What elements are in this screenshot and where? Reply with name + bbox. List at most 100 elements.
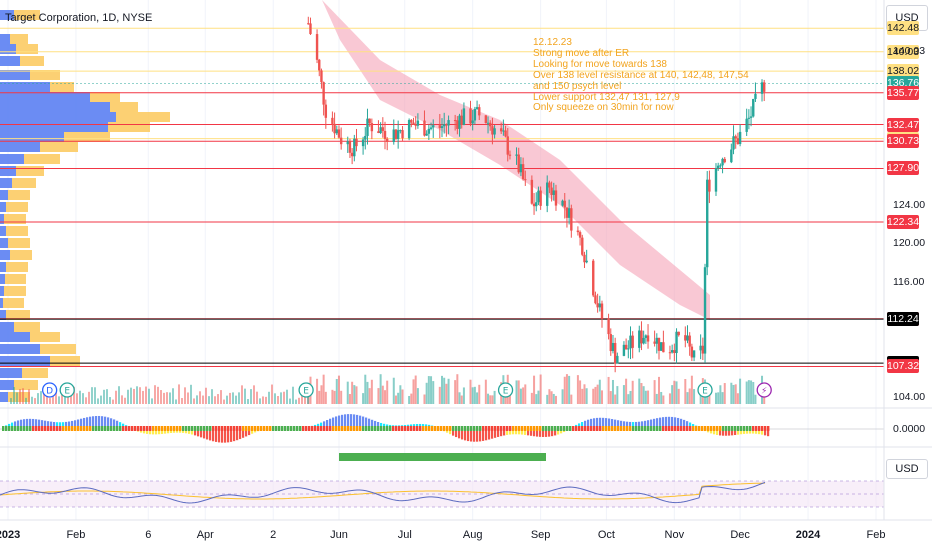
volume-bar [229,392,231,404]
squeeze-dot [716,426,719,431]
volume-bar [561,389,564,404]
momentum-bar [554,429,557,436]
volume-profile-row [16,44,38,54]
volume-bar [752,381,755,404]
candle-body [412,122,415,125]
squeeze-dot [347,426,350,431]
candle-body [416,120,420,126]
momentum-bar [53,421,56,428]
volume-bar [550,391,553,404]
squeeze-dot [140,426,143,431]
volume-bar [425,382,428,404]
candle-body [692,350,696,358]
squeeze-dot [260,426,263,431]
volume-bar [91,387,93,404]
volume-bar [533,375,536,404]
momentum-bar [635,421,638,428]
squeeze-dot [656,426,659,431]
candle-body [486,122,490,124]
candle-body [699,345,702,351]
squeeze-dot [11,426,14,431]
volume-bar [616,386,619,404]
volume-bar [456,374,459,404]
rsi-pane [0,480,884,508]
momentum-bar [59,422,62,428]
candle-body [339,137,343,145]
volume-bar [175,399,177,404]
squeeze-dot [389,426,392,431]
volume-bar [139,387,141,404]
candle-body [473,108,477,121]
momentum-bar [347,414,350,428]
squeeze-dot [320,426,323,431]
volume-bars [10,374,766,404]
earnings-marker-icon [697,382,713,398]
volume-bar [430,376,433,404]
squeeze-dot [176,426,179,431]
momentum-bar [560,429,563,434]
rsi-currency-button[interactable]: USD [886,459,928,479]
earnings-marker-icon [497,382,514,398]
volume-bar [462,387,465,404]
squeeze-dot [272,426,275,431]
volume-bar [109,397,111,404]
squeeze-dot [476,426,479,431]
momentum-bar [56,422,59,428]
squeeze-dot [530,426,533,431]
candle-body [425,133,428,136]
volume-profile-row [10,34,28,44]
candle-body [366,118,369,136]
volume-bar [13,387,15,404]
squeeze-dot [26,426,29,431]
squeeze-dot [662,426,665,431]
squeeze-dot [434,426,437,431]
squeeze-dot [746,426,749,431]
momentum-bar [353,414,356,428]
volume-bar [31,396,33,404]
momentum-bar [8,423,11,428]
volume-bar [377,388,380,404]
squeeze-dot [407,426,410,431]
momentum-bar [647,420,650,428]
momentum-bar [209,429,212,441]
squeeze-dot [149,426,152,431]
momentum-bar [746,429,749,434]
volume-bar [320,385,323,404]
volume-profile-row [12,178,36,188]
squeeze-dot [317,426,320,431]
squeeze-dot [173,426,176,431]
candle-body [546,182,549,206]
volume-bar [283,391,285,404]
volume-bar [469,379,472,404]
momentum-bar [503,429,506,436]
candle-body [565,207,569,218]
momentum-bar [644,420,647,428]
volume-bar [717,392,720,404]
volume-bar [259,398,261,404]
momentum-bar [665,416,668,428]
rsi-band [0,481,884,507]
candle-body [657,337,661,351]
squeeze-dot [155,426,158,431]
momentum-bar [29,418,32,428]
squeeze-dot [398,426,401,431]
squeeze-dot [71,426,74,431]
momentum-bar [713,429,716,435]
volume-bar [412,379,415,404]
volume-profile-row [24,154,60,164]
volume-bar [256,391,258,404]
momentum-bar [614,419,617,428]
momentum-bar [482,429,485,441]
momentum-bar [218,429,221,443]
volume-bar [592,388,595,404]
candle-body [383,130,387,139]
squeeze-dot [380,426,383,431]
squeeze-dot [764,426,767,431]
volume-profile-row [10,250,32,260]
momentum-bar [95,416,98,428]
candle-body [668,352,672,354]
candle-body [469,108,472,124]
momentum-bar [518,429,521,435]
candle-body [491,126,494,135]
